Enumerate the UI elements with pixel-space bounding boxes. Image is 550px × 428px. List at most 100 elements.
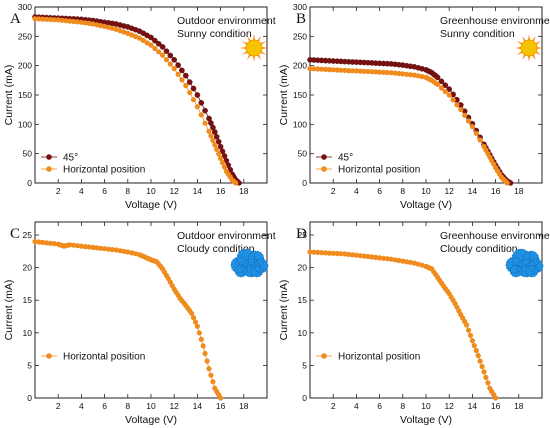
cloud-outline [247,250,265,268]
data-point [202,120,208,126]
data-point [438,85,445,91]
data-point [377,69,383,75]
data-point [186,79,193,85]
data-point [198,100,205,106]
x-tick-label: 6 [377,186,382,196]
y-tick-label: 15 [23,295,33,305]
data-point [450,97,456,103]
data-point [78,243,84,249]
data-point [353,68,359,74]
data-point [384,69,390,76]
legend: 45°Horizontal position [41,153,145,176]
data-point [163,57,170,63]
y-axis-title: Current (mA) [278,280,290,341]
data-point [71,242,77,248]
x-tick-label: 4 [79,401,84,411]
data-point [74,243,81,249]
data-point [160,52,166,58]
sun-ray [252,34,256,42]
data-point [171,66,177,72]
x-tick-label: 2 [331,186,336,196]
data-point [396,70,402,77]
data-point [152,37,158,44]
data-point [206,128,212,134]
cloud-outline [234,264,248,278]
data-point [446,86,453,92]
data-point [182,72,189,79]
data-point [219,148,226,155]
data-point [342,67,348,73]
data-point [90,244,96,250]
x-tick-label: 6 [377,401,382,411]
data-point [485,380,491,386]
x-tick-label: 8 [125,186,130,196]
data-point [171,57,177,63]
y-tick-label: 100 [293,119,307,129]
x-tick-label: 2 [56,186,61,196]
condition-annotation: Outdoor environment [177,230,276,242]
y-tick-label: 200 [18,61,32,71]
data-point [338,251,344,257]
y-tick-label: 150 [18,90,32,100]
data-point [330,250,336,256]
panel-letter: B [296,11,306,27]
data-point [473,130,479,136]
data-point [465,118,472,124]
data-point [481,369,487,375]
data-point [98,23,104,29]
legend-label: Horizontal position [338,165,420,176]
data-point [36,239,42,245]
data-point [55,17,61,23]
data-point [98,245,104,251]
data-point [144,40,150,46]
data-point [211,129,218,135]
data-point [396,257,402,264]
sun-ray [527,54,531,62]
data-point [311,66,317,72]
data-point [388,256,394,262]
data-point [307,66,313,72]
data-point [322,66,329,72]
data-point [434,74,441,81]
x-tick-label: 4 [354,186,359,196]
data-point [400,71,406,77]
data-point [442,88,448,95]
data-point [155,41,162,47]
data-point [44,16,50,22]
data-point [326,67,332,73]
legend-swatch-marker [46,154,52,160]
data-point [82,244,88,250]
data-point [357,68,363,74]
y-tick-label: 25 [298,230,308,240]
legend-swatch-marker [321,353,327,359]
data-point [346,68,352,74]
data-point [373,69,379,75]
data-point [464,322,470,328]
x-tick-label: 16 [216,186,226,196]
cloud-puff [235,265,247,277]
y-axis-title: Current (mA) [3,65,15,126]
cloud-outline [241,258,261,278]
legend-label: 45° [338,153,353,164]
legend: Horizontal position [316,352,420,363]
x-tick-label: 12 [169,401,179,411]
data-point [105,246,112,252]
x-tick-label: 10 [146,186,156,196]
y-tick-label: 15 [298,295,308,305]
data-point [74,19,81,25]
data-point [202,350,208,357]
legend-swatch-marker [321,166,327,172]
cloud-outline [505,256,523,274]
data-point [102,246,108,252]
sun-ray [252,54,256,62]
data-point [59,17,65,23]
legend-swatch-marker [46,353,52,359]
data-point [148,34,154,41]
data-point [51,241,57,247]
data-point [326,250,332,256]
condition-annotation: Cloudy condition [440,243,518,255]
data-point [94,245,100,251]
data-point [446,92,452,98]
data-point [210,137,216,143]
data-point [109,25,115,31]
